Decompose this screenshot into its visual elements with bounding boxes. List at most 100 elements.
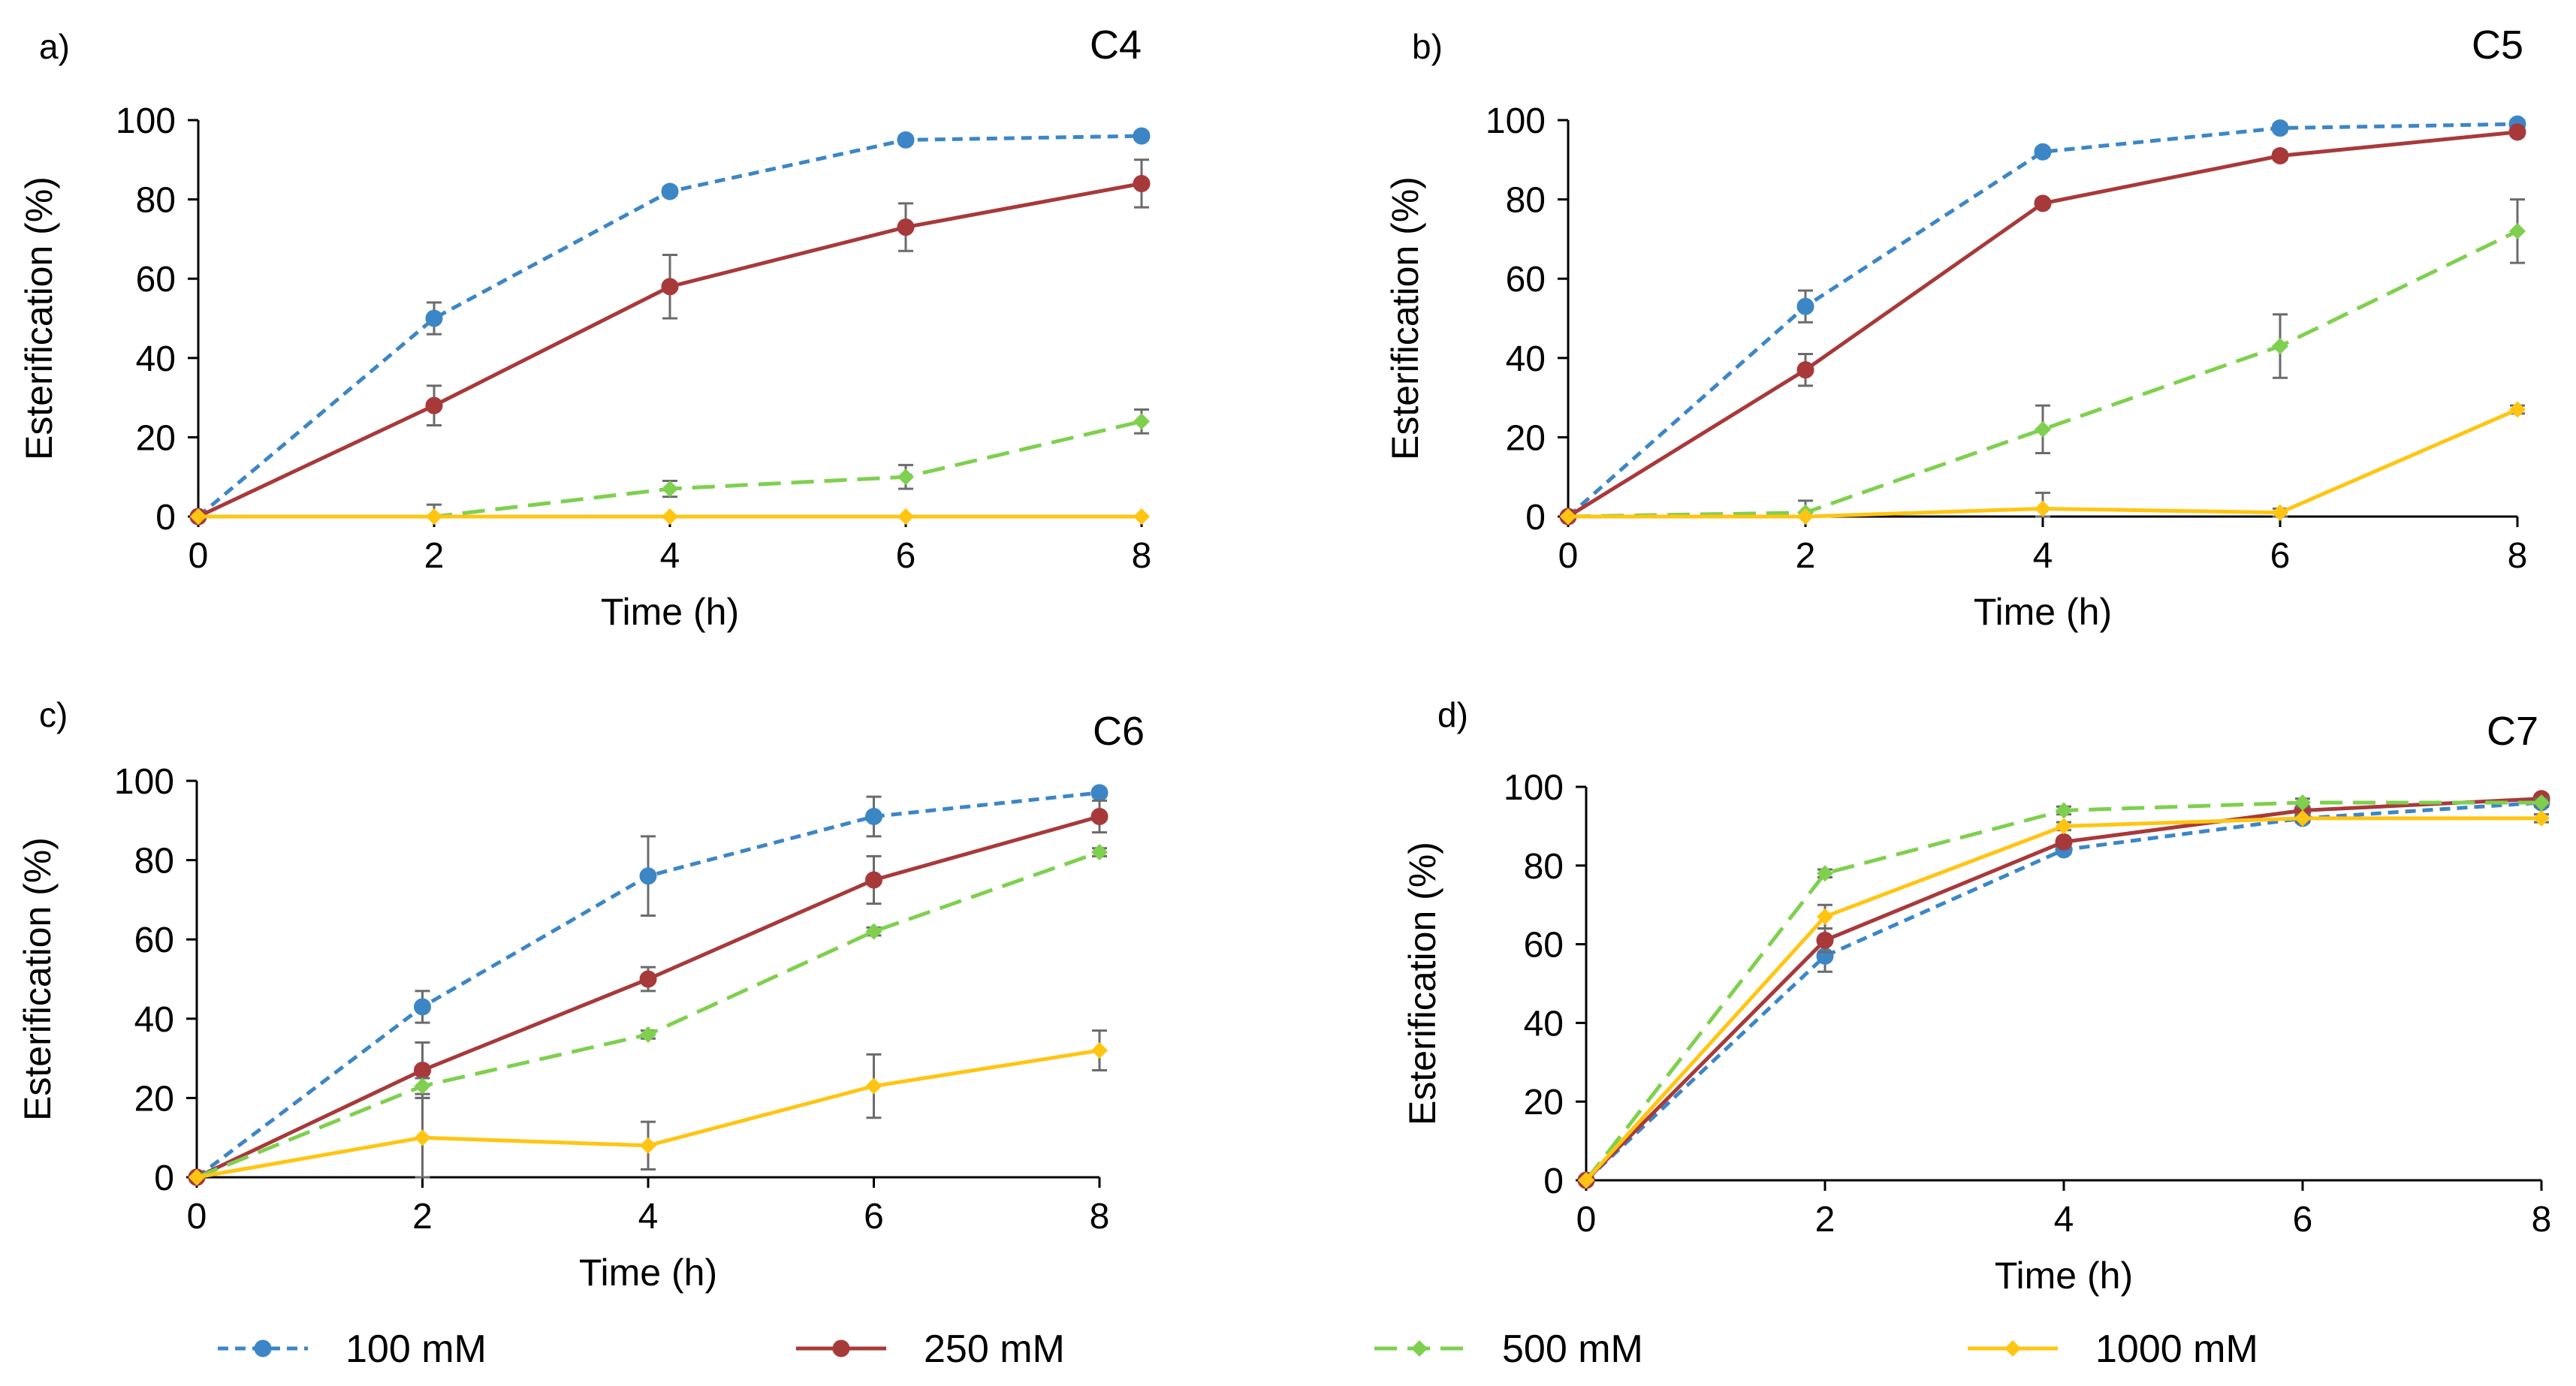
legend-label: 1000 mM xyxy=(2095,1327,2258,1371)
x-tick-label: 4 xyxy=(2054,1200,2074,1240)
data-point xyxy=(1796,297,1814,315)
y-tick-label: 100 xyxy=(1486,101,1546,141)
y-tick-label: 100 xyxy=(1504,768,1564,808)
y-tick-label: 60 xyxy=(1524,926,1564,966)
data-point xyxy=(2294,794,2311,811)
x-axis-title: Time (h) xyxy=(1995,1255,2133,1297)
legend-label: 250 mM xyxy=(924,1327,1065,1371)
series-250-mm xyxy=(1559,123,2526,526)
data-point xyxy=(662,481,678,498)
data-point xyxy=(2533,809,2550,827)
data-point xyxy=(1797,508,1814,525)
data-point xyxy=(2272,504,2288,521)
y-tick-label: 0 xyxy=(155,498,176,538)
data-point xyxy=(661,182,679,200)
series-250-mm xyxy=(1577,790,2550,1189)
x-tick-label: 2 xyxy=(412,1197,433,1237)
data-point xyxy=(2509,401,2526,418)
series-line xyxy=(1567,122,2518,518)
data-point xyxy=(189,1169,205,1186)
series-100-mm xyxy=(1559,115,2526,526)
legend-marker xyxy=(254,1339,272,1357)
series-line xyxy=(197,182,1142,519)
panel-title: C7 xyxy=(2487,709,2538,754)
y-axis-title: Esterification (%) xyxy=(1384,176,1426,460)
y-axis-title: Esterification (%) xyxy=(17,837,59,1121)
y-tick-label: 20 xyxy=(134,1079,174,1119)
data-point xyxy=(897,218,915,237)
y-tick-label: 20 xyxy=(136,418,176,458)
data-point xyxy=(865,871,882,889)
y-tick-label: 60 xyxy=(136,260,176,300)
series-line xyxy=(198,419,1142,519)
y-tick-label: 60 xyxy=(134,920,174,960)
data-point xyxy=(1816,931,1834,949)
series-line xyxy=(1567,130,2518,519)
data-point xyxy=(1817,908,1833,925)
data-point xyxy=(426,508,442,525)
panel-letter: c) xyxy=(39,695,68,734)
series-1000-mm xyxy=(189,1029,1108,1186)
legend-item-500-mm: 500 mM xyxy=(1374,1327,1643,1371)
data-point xyxy=(414,1129,431,1146)
y-tick-label: 80 xyxy=(1506,181,1546,221)
data-point xyxy=(2508,123,2526,141)
legend-marker xyxy=(2004,1340,2021,1357)
data-point xyxy=(2533,794,2550,811)
data-point xyxy=(2271,147,2289,165)
series-500-mm xyxy=(1560,198,2526,525)
data-point xyxy=(414,998,431,1016)
series-100-mm xyxy=(1577,794,2550,1189)
x-tick-label: 2 xyxy=(424,536,445,576)
series-line xyxy=(1585,816,2541,1182)
x-tick-label: 8 xyxy=(2532,1200,2552,1240)
series-250-mm xyxy=(189,158,1151,526)
data-point xyxy=(897,508,914,525)
x-tick-label: 6 xyxy=(2293,1200,2313,1240)
series-100-mm xyxy=(189,127,1151,526)
data-point xyxy=(1090,808,1109,826)
x-axis-title: Time (h) xyxy=(601,591,739,633)
y-tick-label: 100 xyxy=(114,762,174,802)
data-point xyxy=(2055,833,2073,851)
data-point xyxy=(661,278,679,296)
y-tick-label: 0 xyxy=(154,1159,174,1198)
y-tick-label: 80 xyxy=(1524,847,1564,887)
y-tick-label: 60 xyxy=(1506,260,1546,300)
chart-panel-c5: b) C5 0 20 40 60 80 100 0 2 4 6 8 Time (h) Esterificat… xyxy=(1384,23,2527,633)
legend-label: 500 mM xyxy=(1502,1327,1643,1371)
data-point xyxy=(1817,865,1833,882)
data-point xyxy=(662,508,678,525)
legend-label: 100 mM xyxy=(345,1327,487,1371)
y-tick-label: 80 xyxy=(136,181,176,221)
y-tick-label: 0 xyxy=(1525,498,1546,538)
data-point xyxy=(897,469,914,486)
series-1000-mm xyxy=(190,508,1150,525)
legend-item-100-mm: 100 mM xyxy=(218,1327,487,1371)
x-tick-label: 2 xyxy=(1815,1200,1835,1240)
y-tick-label: 20 xyxy=(1506,418,1546,458)
data-point xyxy=(425,396,443,414)
data-point xyxy=(2294,809,2311,827)
data-point xyxy=(897,131,915,149)
chart-panel-c4: a) C4 0 20 40 60 80 100 0 2 4 6 8 Time (h) Esterificat… xyxy=(18,23,1151,633)
data-point xyxy=(2509,222,2526,240)
panel-title: C6 xyxy=(1093,709,1145,754)
data-point xyxy=(1091,1042,1108,1059)
data-point xyxy=(190,508,207,525)
x-tick-label: 6 xyxy=(2270,536,2291,576)
data-point xyxy=(865,923,882,940)
x-tick-label: 6 xyxy=(896,536,916,576)
x-tick-label: 6 xyxy=(864,1197,884,1237)
panel-letter: b) xyxy=(1412,27,1443,66)
series-1000-mm xyxy=(1578,809,2550,1189)
y-tick-label: 80 xyxy=(134,842,174,881)
y-tick-label: 0 xyxy=(1543,1162,1564,1201)
x-tick-label: 4 xyxy=(2033,536,2053,576)
data-point xyxy=(1578,1172,1594,1189)
data-point xyxy=(2056,802,2072,819)
data-point xyxy=(2056,818,2072,835)
y-tick-label: 100 xyxy=(116,101,176,141)
data-point xyxy=(1133,508,1150,525)
